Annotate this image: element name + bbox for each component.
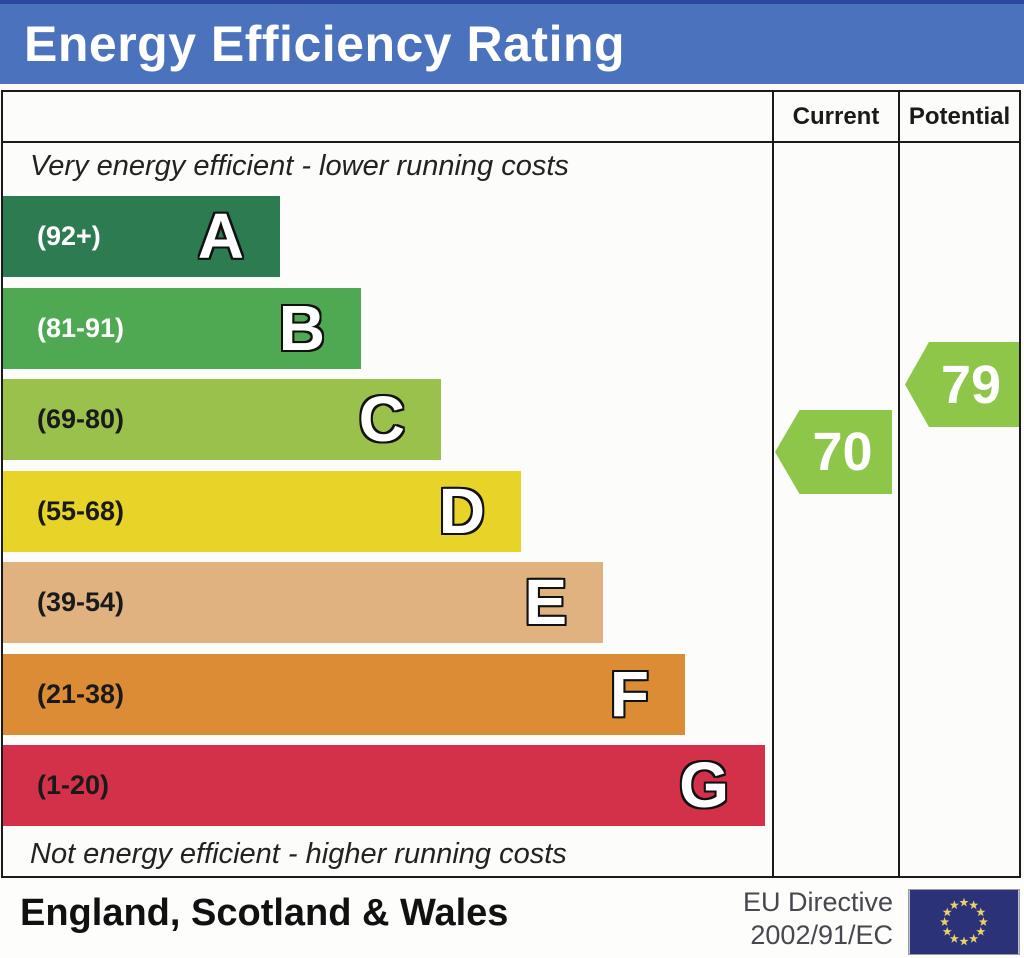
potential-column-header: Potential xyxy=(908,102,1011,130)
band-e: (39-54) E xyxy=(3,562,603,643)
top-note: Very energy efficient - lower running co… xyxy=(30,150,569,182)
current-column-header: Current xyxy=(792,102,880,130)
region-label: England, Scotland & Wales xyxy=(20,892,509,934)
band-g: (1-20) G xyxy=(3,745,765,826)
current-rating-arrow: 70 xyxy=(775,410,892,494)
rating-table: Current Potential Very energy efficient … xyxy=(1,90,1021,878)
bottom-note: Not energy efficient - higher running co… xyxy=(30,838,567,870)
band-b: (81-91) B xyxy=(3,288,361,369)
band-e-letter: E xyxy=(524,566,567,638)
band-a-range: (92+) xyxy=(37,221,101,251)
current-column-divider xyxy=(772,92,774,876)
band-g-range: (1-20) xyxy=(37,770,110,800)
band-f-letter: F xyxy=(609,658,649,730)
band-d-range: (55-68) xyxy=(37,496,125,526)
band-a-letter: A xyxy=(197,200,244,272)
band-f-range: (21-38) xyxy=(37,679,125,709)
band-c: (69-80) C xyxy=(3,379,441,460)
eu-directive-line1: EU Directive xyxy=(742,887,893,917)
title-bar: Energy Efficiency Rating xyxy=(0,0,1024,84)
potential-column-divider xyxy=(898,92,900,876)
chart-title: Energy Efficiency Rating xyxy=(24,16,626,72)
band-f: (21-38) F xyxy=(3,654,685,735)
band-g-letter: G xyxy=(679,749,729,821)
table-header-row xyxy=(3,92,1019,143)
eu-directive-label: EU Directive 2002/91/EC xyxy=(743,886,893,952)
potential-rating-arrow: 79 xyxy=(905,342,1019,427)
current-rating-value: 70 xyxy=(812,422,873,482)
band-c-range: (69-80) xyxy=(37,404,125,434)
band-c-letter: C xyxy=(358,383,405,455)
footer: England, Scotland & Wales EU Directive 2… xyxy=(0,880,1024,958)
eu-directive-line2: 2002/91/EC xyxy=(750,920,893,950)
band-a: (92+) A xyxy=(3,196,280,277)
potential-rating-value: 79 xyxy=(940,354,1002,415)
eu-flag-icon xyxy=(908,889,1020,955)
band-d-letter: D xyxy=(438,475,485,547)
band-b-range: (81-91) xyxy=(37,313,125,343)
band-e-range: (39-54) xyxy=(37,587,125,617)
band-b-letter: B xyxy=(278,292,325,364)
band-d: (55-68) D xyxy=(3,471,521,552)
